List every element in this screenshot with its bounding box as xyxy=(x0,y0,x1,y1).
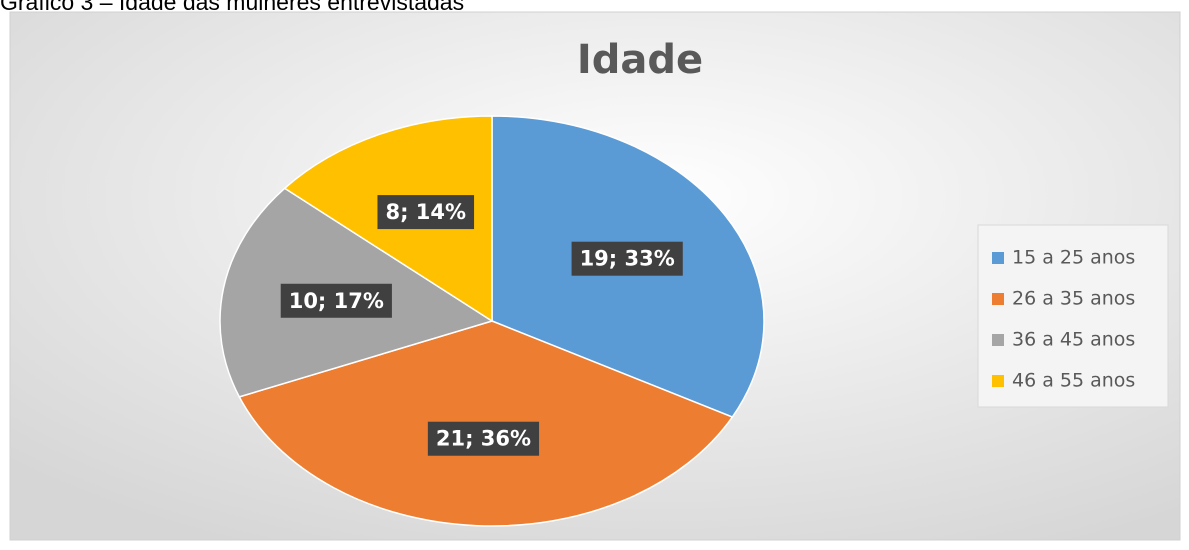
legend-swatch xyxy=(992,293,1004,305)
caption: Gráfico 3 – Idade das mulheres entrevist… xyxy=(0,0,464,15)
data-label: 10; 17% xyxy=(289,289,384,313)
data-label: 19; 33% xyxy=(580,247,675,271)
legend-label: 15 a 25 anos xyxy=(1012,247,1135,269)
legend-swatch xyxy=(992,252,1004,264)
legend-swatch xyxy=(992,334,1004,346)
data-label-box xyxy=(427,421,540,456)
legend-label: 46 a 55 anos xyxy=(1012,370,1135,392)
legend-swatch xyxy=(992,375,1004,387)
data-label-box xyxy=(377,195,475,230)
data-label-box xyxy=(280,283,392,318)
legend xyxy=(977,224,1169,408)
legend-label: 36 a 45 anos xyxy=(1012,329,1135,351)
data-label-box xyxy=(571,241,683,276)
legend-label: 26 a 35 anos xyxy=(1012,288,1135,310)
data-label: 21; 36% xyxy=(436,427,531,451)
chart-title: Idade xyxy=(577,37,703,83)
data-label: 8; 14% xyxy=(385,200,466,224)
